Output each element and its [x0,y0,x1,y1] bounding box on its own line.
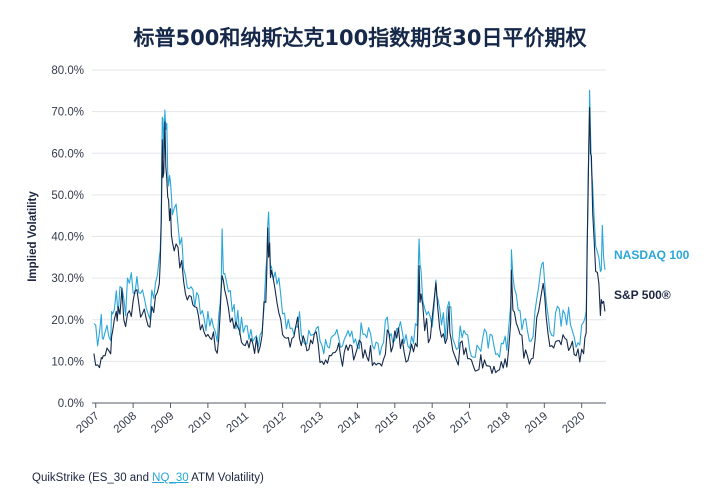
series-lines [93,89,606,375]
x-tick-label: 2007 [74,410,101,436]
sp-500-line [93,106,606,375]
gridlines [92,69,606,362]
y-tick-label: 30.0% [51,273,84,285]
x-tick-label: 2009 [149,410,176,436]
x-tick-label: 2013 [299,410,326,436]
y-axis-label: Implied Volatility [27,191,39,282]
y-axis-ticks: 0.0% 10.0% 20.0% 30.0% 40.0% 50.0% 60.0% 70.0% 8… [51,65,84,410]
y-tick-label: 20.0% [51,315,84,327]
x-tick-label: 2016 [411,410,438,436]
legend-sp-500: S&P 500® [614,288,671,302]
y-tick-label: 70.0% [51,107,84,119]
y-tick-label: 40.0% [51,232,84,244]
x-axis-ticks: 2007 2008 2009 2010 2011 2012 2013 2014 2015 2016… [74,403,588,436]
legend: NASDAQ 100 S&P 500® [614,248,690,302]
source-prefix: QuikStrike (ES_30 and [32,472,153,484]
x-tick-label: 2012 [261,410,288,436]
y-tick-label: 80.0% [51,65,84,77]
y-tick-label: 60.0% [51,148,84,160]
chart-title: 标普500和纳斯达克100指数期货30日平价期权 [133,26,587,50]
y-tick-label: 10.0% [51,356,84,368]
x-tick-label: 2014 [336,410,364,436]
x-tick-label: 2017 [448,410,475,436]
x-tick-label: 2018 [486,410,513,436]
nasdaq-100-line [93,89,606,358]
x-tick-label: 2010 [186,410,213,436]
x-tick-label: 2015 [373,410,400,436]
y-tick-label: 50.0% [51,190,84,202]
legend-nasdaq-100: NASDAQ 100 [614,248,690,262]
source-nq-link[interactable]: NQ_30 [152,472,189,484]
x-tick-label: 2020 [560,410,587,436]
source-note: QuikStrike (ES_30 and NQ_30 ATM Volatili… [32,472,264,484]
x-tick-label: 2008 [112,410,139,436]
x-tick-label: 2019 [523,410,550,436]
y-tick-label: 0.0% [58,398,84,410]
x-tick-label: 2011 [225,410,252,435]
source-suffix: ATM Volatility) [188,472,264,484]
